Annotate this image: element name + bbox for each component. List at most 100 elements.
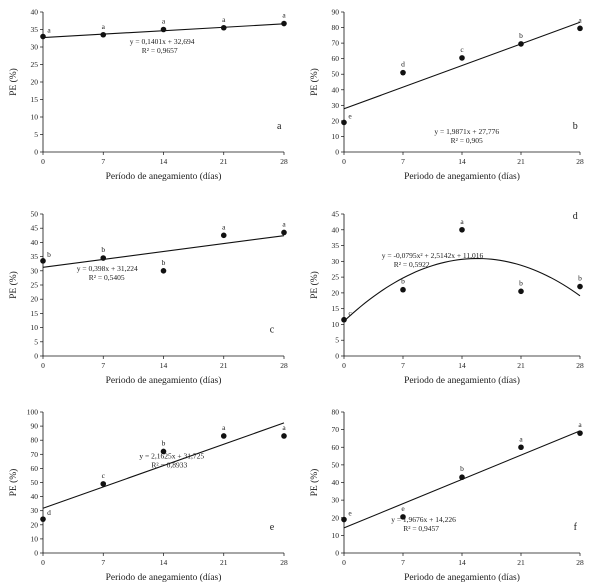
x-axis-title: Periodo de anegamiento (días) [404,375,520,386]
x-tick-label: 7 [101,558,105,567]
panel-c: 0 5 10 15 20 25 30 35 40 45 50 0 7 14 21 28 Periodo de a… [8,210,288,387]
panel-a: 0 5 10 15 20 25 30 35 40 0 7 14 21 28 Período de anega… [8,8,288,183]
y-tick-label: 20 [31,295,39,304]
y-tick-label: 25 [332,273,340,282]
y-tick-label: 35 [31,252,39,261]
regression-equation: y = 2,1625x + 31,725 [139,452,204,461]
x-tick-label: 28 [280,361,288,370]
data-point [341,516,347,523]
significance-letter: a [47,26,51,35]
significance-letter: d [47,508,51,517]
y-tick-label: 10 [31,323,39,332]
y-tick-label: 40 [332,85,340,94]
r-squared: R² = 0,9657 [142,46,178,55]
r-squared: R² = 0,9457 [403,524,439,533]
trend-line [42,235,285,268]
data-point [281,229,287,236]
data-point [40,516,46,522]
y-tick-label: 60 [332,54,340,63]
x-tick-label: 14 [160,361,168,370]
y-axis-title: PE (%) [8,271,19,299]
x-tick-label: 14 [160,558,168,567]
y-tick-label: 70 [332,425,340,434]
x-tick-label: 28 [280,558,288,567]
y-tick-label: 10 [332,320,340,329]
r-squared: R² = 0,5922 [394,260,430,269]
y-tick-label: 25 [31,281,39,290]
panel-label: b [573,121,578,132]
x-tick-label: 0 [41,361,45,370]
significance-letter: b [519,278,523,287]
data-point [160,448,167,455]
y-tick-label: 0 [335,352,339,361]
x-tick-label: 28 [576,558,584,567]
y-tick-label: 30 [31,266,39,275]
significance-letter: d [401,60,405,69]
trend-curve [343,257,581,322]
y-tick-label: 10 [31,534,39,543]
x-tick-label: 7 [401,361,405,370]
significance-letter: e [401,504,405,513]
y-tick-label: 10 [31,113,39,122]
y-tick-label: 40 [332,225,340,234]
data-point [518,41,524,47]
data-point [518,444,524,451]
x-tick-label: 21 [517,558,525,567]
significance-letter: a [282,219,286,228]
data-point [459,474,465,481]
x-tick-label: 0 [41,157,45,166]
y-tick-label: 30 [332,257,340,266]
data-point [577,283,583,290]
data-point [220,24,227,31]
x-tick-label: 28 [280,157,288,166]
significance-letter: a [578,420,582,429]
y-tick-label: 50 [31,210,39,219]
data-point [100,481,107,487]
y-tick-label: 10 [332,531,340,540]
significance-letter: b [578,274,582,283]
y-tick-label: 20 [332,288,340,297]
data-point [160,26,167,33]
y-tick-label: 25 [31,60,39,69]
x-tick-label: 0 [342,157,346,166]
x-tick-label: 14 [458,157,466,166]
x-tick-label: 28 [576,361,584,370]
y-tick-label: 50 [31,478,39,487]
r-squared: R² = 0,8933 [151,461,187,470]
significance-letter: a [282,423,286,432]
x-axis-title: Periodo de anegamiento (días) [404,572,520,583]
y-axis-title: PE (%) [8,68,19,96]
y-tick-label: 20 [31,78,39,87]
x-tick-label: 7 [401,157,405,166]
data-point [40,258,46,264]
y-tick-label: 20 [31,520,39,529]
data-point [459,226,465,233]
y-tick-label: 50 [332,460,340,469]
x-tick-label: 14 [458,558,466,567]
y-tick-label: 30 [332,101,340,110]
data-point [220,433,227,439]
y-tick-label: 5 [34,130,38,139]
y-tick-label: 70 [332,39,340,48]
panel-d: 0 5 10 15 20 25 30 35 40 45 0 7 14 21 28 Periodo de ane… [309,210,584,387]
x-tick-label: 14 [458,361,466,370]
data-point [577,430,583,436]
r-squared: R² = 0,5405 [89,273,125,282]
data-point [341,119,347,126]
significance-letter: b [162,258,166,267]
regression-equation: y = 0,1401x + 32,694 [130,37,195,46]
significance-letter: a [222,222,226,231]
y-tick-label: 35 [332,241,340,250]
x-tick-label: 21 [220,558,228,567]
significance-letter: a [519,434,523,443]
data-point [100,255,107,261]
data-point [400,286,406,293]
significance-letter: a [162,17,166,26]
trend-line [42,422,285,509]
y-tick-label: 90 [31,422,39,431]
panel-label: a [277,121,282,132]
x-tick-label: 0 [342,361,346,370]
y-tick-label: 100 [27,408,39,417]
significance-letter: a [222,423,226,432]
